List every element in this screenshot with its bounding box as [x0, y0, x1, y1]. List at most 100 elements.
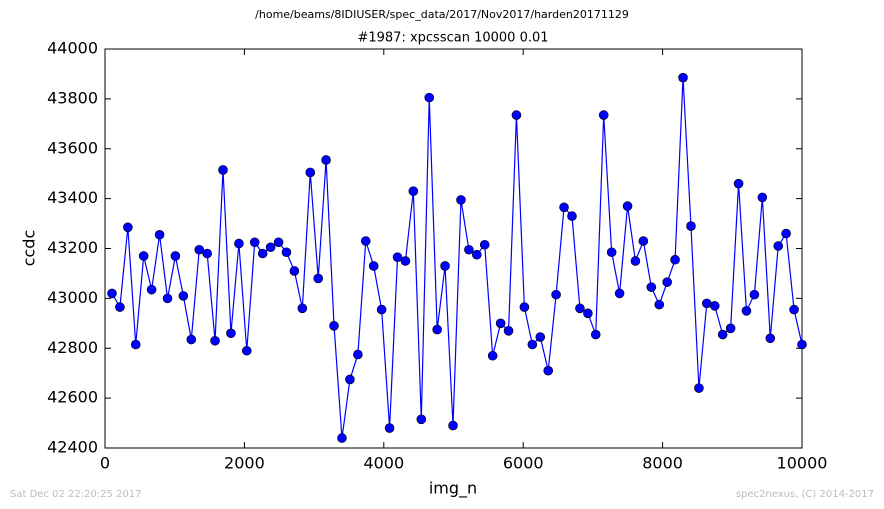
point-marker [424, 92, 435, 103]
point-marker [535, 332, 546, 342]
point-marker [575, 303, 585, 314]
point-marker [551, 289, 561, 300]
point-marker [249, 237, 260, 248]
series-line [111, 77, 803, 439]
x-tick-label: 0 [100, 454, 110, 473]
point-marker [305, 167, 316, 178]
point-marker [646, 282, 657, 292]
point-marker [654, 299, 665, 310]
point-marker [670, 254, 680, 265]
point-marker [765, 333, 776, 344]
point-marker [289, 266, 300, 276]
point-marker [678, 72, 688, 83]
y-tick-label: 43200 [47, 238, 98, 257]
x-tick-label: 8000 [642, 454, 683, 473]
point-marker [162, 293, 173, 304]
point-marker [210, 335, 220, 346]
point-marker [630, 256, 641, 266]
point-marker [757, 192, 768, 203]
point-marker [226, 328, 236, 339]
point-marker [559, 202, 569, 213]
point-marker [376, 304, 387, 315]
point-marker [527, 339, 538, 350]
point-marker [321, 155, 331, 165]
point-marker [130, 339, 141, 350]
point-marker [218, 165, 228, 175]
y-axis-label: ccdc [20, 230, 39, 267]
point-marker [662, 277, 673, 287]
point-marker [107, 288, 117, 299]
point-marker [464, 244, 474, 255]
point-marker [273, 237, 284, 248]
point-marker [519, 302, 530, 312]
point-marker [194, 244, 205, 255]
point-marker [717, 329, 728, 340]
point-marker [353, 349, 363, 360]
point-marker [448, 420, 458, 431]
point-marker [606, 247, 617, 258]
point-marker [567, 211, 577, 221]
y-tick-label: 42800 [47, 338, 98, 357]
point-marker [416, 414, 427, 425]
point-marker [400, 256, 411, 266]
point-marker [170, 251, 181, 261]
point-marker [701, 298, 712, 309]
point-marker [471, 249, 482, 260]
y-tick-label: 43600 [47, 138, 98, 157]
y-tick-label: 44000 [47, 39, 98, 58]
x-tick-label: 10000 [777, 454, 828, 473]
point-marker [432, 324, 442, 335]
point-marker [138, 251, 149, 261]
x-tick-label: 6000 [503, 454, 544, 473]
y-tick-label: 43400 [47, 188, 98, 207]
point-marker [154, 229, 165, 240]
point-marker [487, 350, 498, 361]
point-marker [202, 248, 212, 259]
point-marker [583, 308, 593, 319]
footer-left: Sat Dec 02 22:20:25 2017 [10, 489, 142, 500]
point-marker [313, 273, 324, 284]
point-marker [115, 302, 125, 312]
point-marker [598, 110, 609, 120]
point-marker [638, 236, 649, 246]
point-marker [337, 433, 347, 443]
point-marker [614, 288, 625, 299]
point-marker [495, 318, 506, 329]
point-marker [733, 178, 744, 189]
x-tick-label: 4000 [363, 454, 404, 473]
point-marker [281, 247, 292, 258]
point-marker [797, 339, 807, 350]
point-marker [392, 252, 403, 263]
point-marker [456, 195, 466, 205]
point-marker [503, 325, 514, 336]
point-marker [408, 186, 419, 196]
point-marker [297, 303, 308, 314]
point-marker [265, 242, 276, 253]
y-tick-label: 42600 [47, 388, 98, 407]
point-marker [543, 365, 554, 376]
point-marker [440, 261, 450, 271]
point-marker [257, 248, 268, 259]
point-marker [234, 238, 244, 249]
point-marker [123, 222, 133, 233]
point-marker [511, 110, 522, 120]
point-marker [345, 374, 355, 385]
point-marker [686, 221, 696, 231]
point-marker [781, 228, 791, 239]
point-marker [741, 306, 752, 316]
point-marker [773, 241, 784, 251]
point-marker [384, 423, 395, 433]
y-tick-label: 42400 [47, 438, 98, 457]
suptitle: /home/beams/8IDIUSER/spec_data/2017/Nov2… [255, 8, 629, 21]
point-marker [186, 334, 197, 345]
x-tick-label: 2000 [224, 454, 265, 473]
point-marker [241, 345, 252, 356]
point-marker [479, 239, 490, 250]
point-marker [178, 291, 189, 301]
point-marker [360, 236, 371, 246]
y-tick-label: 43000 [47, 288, 98, 307]
point-marker [622, 201, 633, 211]
point-marker [146, 284, 157, 295]
x-axis-label: img_n [429, 479, 477, 499]
